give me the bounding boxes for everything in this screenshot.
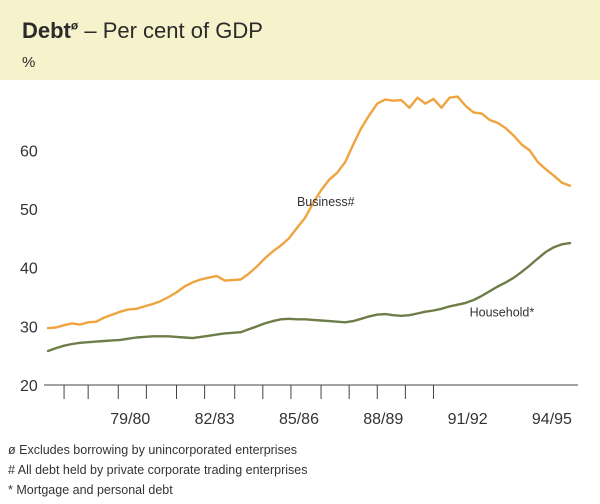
series-label-business: Business# [297,195,355,209]
x-tick-labels: 79/80 82/83 85/86 88/89 91/92 94/95 [110,411,572,428]
y-tick-label: 50 [20,202,38,219]
x-tick-label: 88/89 [363,411,403,428]
chart-header: Debtø – Per cent of GDP % [0,0,600,80]
title-main: Debt [22,18,71,43]
footnote-household: * Mortgage and personal debt [8,483,173,497]
series-label-household: Household* [470,305,535,319]
y-tick-label: 60 [20,143,38,160]
footnote-business: # All debt held by private corporate tra… [8,463,308,477]
y-axis-unit: % [22,54,36,71]
chart-axes [44,384,578,399]
x-tick-label: 91/92 [448,411,488,428]
series-line-business [46,95,572,330]
x-tick-label: 94/95 [532,411,572,428]
series-labels: Business# Household* [297,195,534,319]
footnote-exclusions: ø Excludes borrowing by unincorporated e… [8,443,298,457]
chart-title: Debtø – Per cent of GDP [22,18,263,44]
chart-series [46,95,572,353]
series-line-household [46,241,572,353]
y-tick-label: 40 [20,261,38,278]
x-tick-label: 85/86 [279,411,319,428]
y-tick-labels: 20 30 40 50 60 [20,143,38,395]
title-subtitle: – Per cent of GDP [84,18,263,43]
x-tick-label: 79/80 [110,411,150,428]
debt-line-chart: 20 30 40 50 60 79/80 82/83 85/86 88/89 91/92 94/9… [20,95,578,428]
y-tick-label: 20 [20,378,38,395]
footnotes: ø Excludes borrowing by unincorporated e… [8,440,307,500]
y-tick-label: 30 [20,319,38,336]
x-tick-label: 82/83 [195,411,235,428]
title-symbol: ø [70,18,79,33]
